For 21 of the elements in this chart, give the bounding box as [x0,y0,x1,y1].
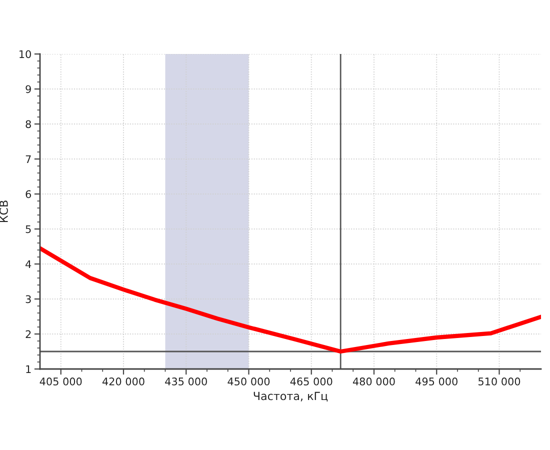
y-tick-label: 1 [26,365,31,373]
y-tick-label: 8 [26,120,31,128]
y-tick-label: 2 [26,330,31,338]
x-tick-label: 465 000 [290,378,332,386]
y-tick-label: 7 [26,155,31,163]
y-tick-label: 10 [20,50,31,58]
y-tick-label: 6 [26,190,32,198]
x-tick-label: 450 000 [228,378,270,386]
line-series [40,246,541,354]
x-tick-label: 495 000 [416,378,458,386]
x-tick-label: 480 000 [352,378,395,386]
x-tick-label: 405 000 [40,378,82,386]
x-tick-label: 435 000 [165,378,207,386]
y-tick-label: 9 [26,85,31,94]
x-axis-title: Частота, кГц [254,392,328,402]
y-tick-label: 3 [26,295,31,304]
y-tick-label: 5 [26,225,31,234]
x-tick-label: 420 000 [102,378,144,386]
y-tick-label: 4 [26,260,32,268]
y-axis-title: КСВ [0,200,8,222]
x-tick-label: 510 000 [478,378,520,386]
